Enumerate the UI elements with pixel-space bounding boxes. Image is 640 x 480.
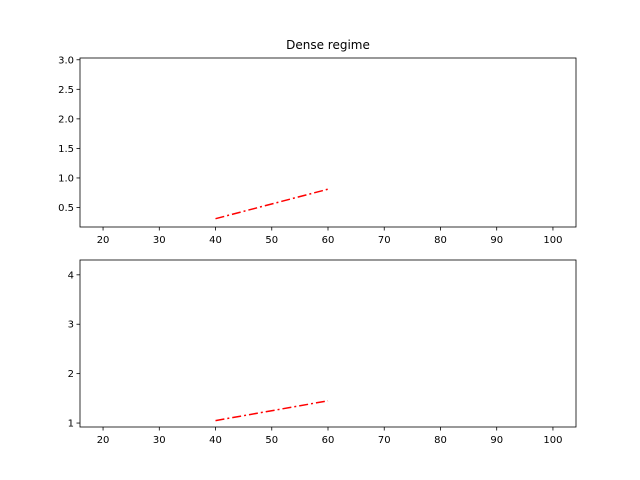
x-tick-label: 40 [209,235,222,246]
plot-frame [79,57,577,228]
x-tick-label: 20 [97,235,110,246]
series-line [215,188,329,220]
series-line [215,400,329,422]
y-tick-label: 2 [68,369,74,380]
x-tick-label: 60 [322,435,335,446]
x-tick-label: 80 [434,235,447,246]
x-tick-label: 50 [265,235,278,246]
x-tick-label: 90 [490,435,503,446]
chart-title: Dense regime [286,38,370,52]
y-tick-label: 0.5 [58,203,74,214]
x-tick-label: 20 [97,435,110,446]
y-tick-label: 2.0 [58,114,74,125]
x-tick-label: 70 [378,235,391,246]
plot-frame [79,259,577,428]
x-tick-label: 80 [434,435,447,446]
y-tick-label: 4 [68,270,74,281]
top-chart: Dense regime 20 30 40 50 60 70 80 90 100 0.5 1.0 1.… [58,38,577,246]
x-tick-label: 30 [153,435,166,446]
x-tick-label: 50 [265,435,278,446]
x-tick-label: 100 [543,435,562,446]
x-tick-label: 90 [490,235,503,246]
y-tick-label: 2.5 [58,85,74,96]
y-tick-label: 3 [68,320,74,331]
x-tick-label: 60 [322,235,335,246]
bottom-chart: 20 30 40 50 60 70 80 90 100 1 2 3 4 [68,259,577,446]
y-tick-label: 1.0 [58,173,74,184]
y-tick-label: 1.5 [58,144,74,155]
y-tick-label: 1 [68,419,74,430]
x-tick-label: 70 [378,435,391,446]
x-tick-label: 30 [153,235,166,246]
x-tick-label: 40 [209,435,222,446]
y-tick-label: 3.0 [58,55,74,66]
x-tick-label: 100 [543,235,562,246]
